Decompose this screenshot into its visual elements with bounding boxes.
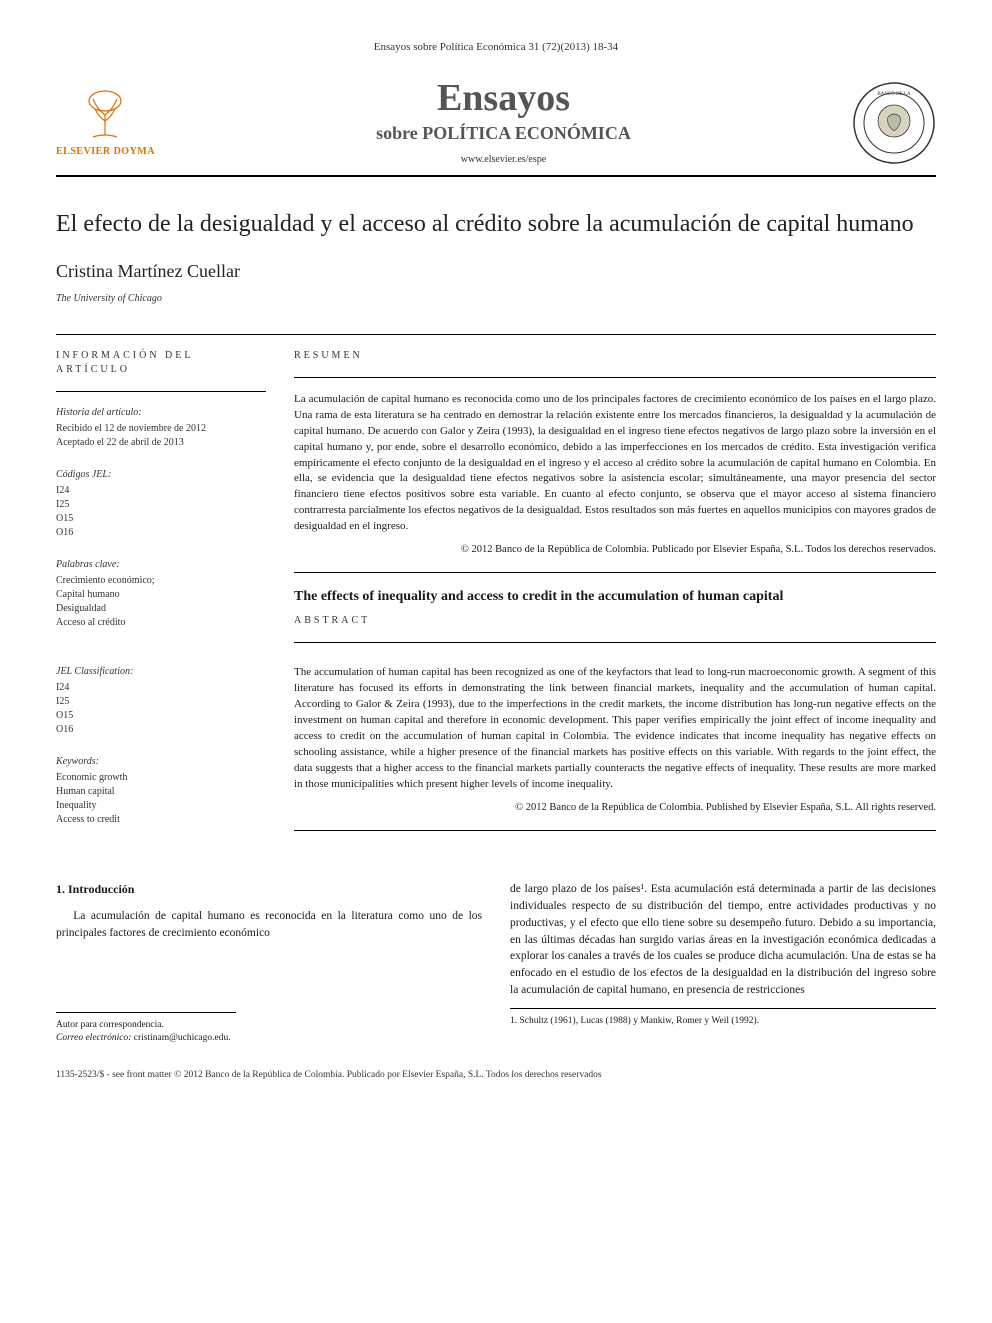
institution-seal: BANCO DE LA [852,81,936,165]
section-heading: 1. Introducción [56,881,482,898]
history-block: Historia del artículo: Recibido el 12 de… [56,406,266,450]
journal-title-sub: sobre POLÍTICA ECONÓMICA [155,121,852,146]
email-label: Correo electrónico: [56,1033,131,1043]
abstract-title-en: The effects of inequality and access to … [294,587,936,607]
author-affiliation: The University of Chicago [56,292,936,306]
jel-code: I24 [56,681,266,695]
footnote-left: Autor para correspondencia. Correo elect… [56,1012,236,1046]
footer-copyright: 1135-2523/$ - see front matter © 2012 Ba… [56,1069,936,1082]
jel-block-en: JEL Classification: I24 I25 O15 O16 [56,665,266,737]
abstract-text-es: La acumulación de capital humano es reco… [294,392,936,535]
keyword: Economic growth [56,771,266,785]
abstract-row-en: JEL Classification: I24 I25 O15 O16 Keyw… [56,665,936,845]
divider [294,830,936,831]
masthead: ELSEVIER DOYMA Ensayos sobre POLÍTICA EC… [56,79,936,176]
abstract-label-es: RESUMEN [294,349,936,363]
history-heading: Historia del artículo: [56,406,266,420]
body-columns: 1. Introducción La acumulación de capita… [56,881,936,1045]
jel-code: I25 [56,498,266,512]
keyword: Access to credit [56,813,266,827]
email-line: Correo electrónico: cristinam@uchicago.e… [56,1032,236,1045]
divider [294,642,936,643]
svg-text:BANCO DE LA: BANCO DE LA [877,92,911,97]
divider [294,377,936,378]
header-citation: Ensayos sobre Política Económica 31 (72)… [56,40,936,55]
body-col-left: 1. Introducción La acumulación de capita… [56,881,482,1045]
body-col-right: de largo plazo de los países¹. Esta acum… [510,881,936,1045]
abstract-row-es: INFORMACIÓN DEL ARTÍCULO Historia del ar… [56,334,936,658]
keyword: Capital humano [56,588,266,602]
jel-code: O15 [56,709,266,723]
seal-icon: BANCO DE LA [852,81,936,165]
abstract-es: RESUMEN La acumulación de capital humano… [294,349,936,658]
jel-heading-es: Códigos JEL: [56,468,266,482]
abstract-en-col: The accumulation of human capital has be… [294,665,936,845]
email-value: cristinam@uchicago.edu. [134,1033,231,1043]
journal-title-block: Ensayos sobre POLÍTICA ECONÓMICA www.els… [155,79,852,166]
accepted-line: Aceptado el 22 de abril de 2013 [56,436,266,450]
received-line: Recibido el 12 de noviembre de 2012 [56,422,266,436]
body-paragraph: de largo plazo de los países¹. Esta acum… [510,881,936,998]
article-info-en: JEL Classification: I24 I25 O15 O16 Keyw… [56,665,266,845]
jel-code: I24 [56,484,266,498]
footnote-1: 1. Schultz (1961), Lucas (1988) y Mankiw… [510,1015,936,1028]
info-label-es: INFORMACIÓN DEL ARTÍCULO [56,349,266,377]
jel-code: O16 [56,526,266,540]
keyword: Human capital [56,785,266,799]
jel-heading-en: JEL Classification: [56,665,266,679]
divider [294,572,936,573]
footnote-right: 1. Schultz (1961), Lucas (1988) y Mankiw… [510,1008,936,1028]
keyword: Inequality [56,799,266,813]
publisher-name: ELSEVIER DOYMA [56,145,155,159]
abstract-text-en: The accumulation of human capital has be… [294,665,936,793]
keywords-heading-en: Keywords: [56,755,266,769]
journal-title-main: Ensayos [155,79,852,117]
jel-code: I25 [56,695,266,709]
copyright-en: © 2012 Banco de la República de Colombia… [294,801,936,816]
abstract-label-en: ABSTRACT [294,614,936,628]
copyright-es: © 2012 Banco de la República de Colombia… [294,543,936,558]
keywords-block-en: Keywords: Economic growth Human capital … [56,755,266,827]
journal-url: www.elsevier.es/espe [155,153,852,167]
body-paragraph: La acumulación de capital humano es reco… [56,908,482,941]
keyword: Desigualdad [56,602,266,616]
keyword: Acceso al crédito [56,616,266,630]
article-title: El efecto de la desigualdad y el acceso … [56,209,936,239]
jel-code: O15 [56,512,266,526]
publisher-logo-block: ELSEVIER DOYMA [56,87,155,159]
divider [56,391,266,392]
author-name: Cristina Martínez Cuellar [56,259,936,284]
article-info-es: INFORMACIÓN DEL ARTÍCULO Historia del ar… [56,349,266,658]
elsevier-tree-icon [75,87,135,143]
corresp-label: Autor para correspondencia. [56,1019,236,1032]
keywords-block-es: Palabras clave: Crecimiento económico; C… [56,558,266,630]
keyword: Crecimiento económico; [56,574,266,588]
jel-block-es: Códigos JEL: I24 I25 O15 O16 [56,468,266,540]
jel-code: O16 [56,723,266,737]
keywords-heading-es: Palabras clave: [56,558,266,572]
